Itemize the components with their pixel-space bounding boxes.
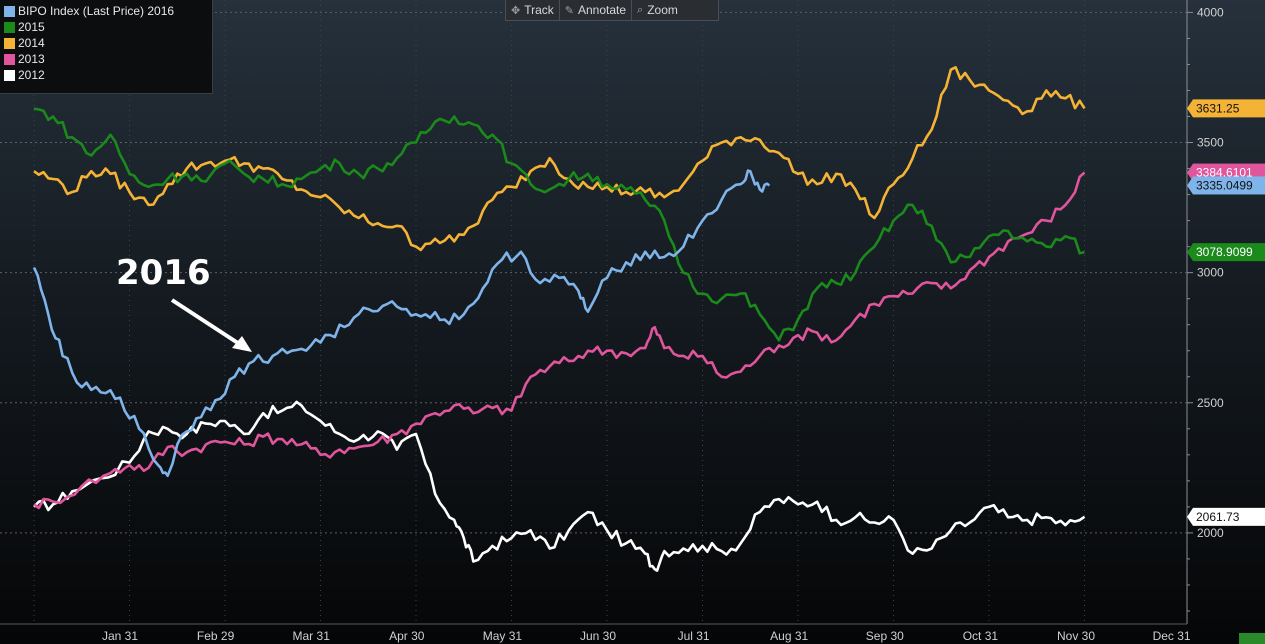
badge-value: 2061.73 (1196, 510, 1240, 524)
legend: BIPO Index (Last Price) 2016 2015 2014 2… (0, 0, 213, 94)
last-value-badges: 2061.73 3384.6101 3631.25 3078.9099 3335.049… (1187, 99, 1265, 526)
y-tick-label: 2500 (1197, 396, 1224, 410)
annotate-label: Annotate (578, 3, 627, 17)
legend-item-2015: 2015 (0, 19, 212, 35)
legend-label: 2014 (18, 36, 45, 50)
x-tick-label: Mar 31 (293, 629, 331, 643)
y-axis-ticks: 2000 2500 3000 3500 4000 (1187, 5, 1224, 612)
badge-box (1193, 176, 1265, 195)
badge-pointer (1187, 99, 1193, 118)
annotation-label: 2016 (116, 253, 211, 293)
annotate-button[interactable]: ✎ Annotate (558, 0, 631, 20)
badge-pointer (1187, 243, 1193, 262)
track-label: Track (524, 3, 554, 17)
zoom-button[interactable]: ⌕ Zoom (631, 0, 683, 20)
series-line (33, 171, 1086, 510)
x-tick-label: Aug 31 (770, 629, 808, 643)
legend-swatch (4, 53, 15, 65)
x-tick-label: Oct 31 (963, 629, 999, 643)
badge-pointer (1187, 163, 1193, 182)
x-tick-label: May 31 (483, 629, 523, 643)
badge-value: 3078.9099 (1196, 245, 1253, 259)
badge-box (1193, 507, 1265, 526)
annotation-arrow (170, 298, 252, 352)
badge-box (1193, 99, 1265, 118)
y-tick-label: 3000 (1197, 266, 1224, 280)
badge-value: 3384.6101 (1196, 166, 1253, 180)
x-tick-label: Sep 30 (866, 629, 904, 643)
chart-toolbar: ✥ Track ✎ Annotate ⌕ Zoom (505, 0, 719, 21)
x-tick-label: Jul 31 (678, 629, 710, 643)
corner-indicator (1239, 633, 1265, 644)
y-tick-label: 2000 (1197, 526, 1224, 540)
legend-swatch (4, 37, 15, 49)
legend-label: 2015 (18, 20, 45, 34)
legend-swatch (4, 69, 15, 81)
y-tick-label: 4000 (1197, 5, 1224, 19)
series-lines (32, 66, 1086, 572)
arrow-shaft (170, 298, 246, 349)
y-tick-label: 3500 (1197, 136, 1224, 150)
x-tick-label: Dec 31 (1153, 629, 1191, 643)
legend-label: 2012 (18, 68, 45, 82)
x-tick-label: Nov 30 (1057, 629, 1095, 643)
badge-value: 3631.25 (1196, 101, 1240, 115)
series-line (33, 400, 1086, 572)
badge-pointer (1187, 507, 1193, 526)
legend-swatch (4, 5, 15, 17)
x-tick-label: Feb 29 (197, 629, 235, 643)
series-line (32, 169, 771, 478)
badge-box (1193, 243, 1265, 262)
badge-value: 3335.0499 (1196, 178, 1253, 192)
legend-item-2013: 2013 (0, 51, 212, 67)
legend-item-2012: 2012 (0, 67, 212, 83)
series-line (33, 107, 1085, 342)
legend-label: BIPO Index (Last Price) 2016 (18, 4, 175, 18)
x-tick-label: Jan 31 (102, 629, 138, 643)
badge-pointer (1187, 176, 1193, 195)
x-tick-label: Jun 30 (580, 629, 616, 643)
track-button[interactable]: ✥ Track (506, 0, 559, 20)
legend-swatch (4, 21, 15, 33)
x-axis-ticks: Jan 31 Feb 29 Mar 31 Apr 30 May 31 Jun 30 Jul … (102, 629, 1191, 643)
x-tick-label: Apr 30 (389, 629, 425, 643)
crosshair-icon: ✥ (511, 3, 521, 17)
legend-label: 2013 (18, 52, 45, 66)
legend-item-2016: BIPO Index (Last Price) 2016 (0, 3, 212, 19)
legend-item-2014: 2014 (0, 35, 212, 51)
pencil-icon: ✎ (564, 3, 574, 17)
magnifier-icon: ⌕ (637, 3, 644, 16)
arrow-head (232, 336, 252, 352)
zoom-label: Zoom (647, 3, 678, 17)
series-line (33, 66, 1086, 252)
